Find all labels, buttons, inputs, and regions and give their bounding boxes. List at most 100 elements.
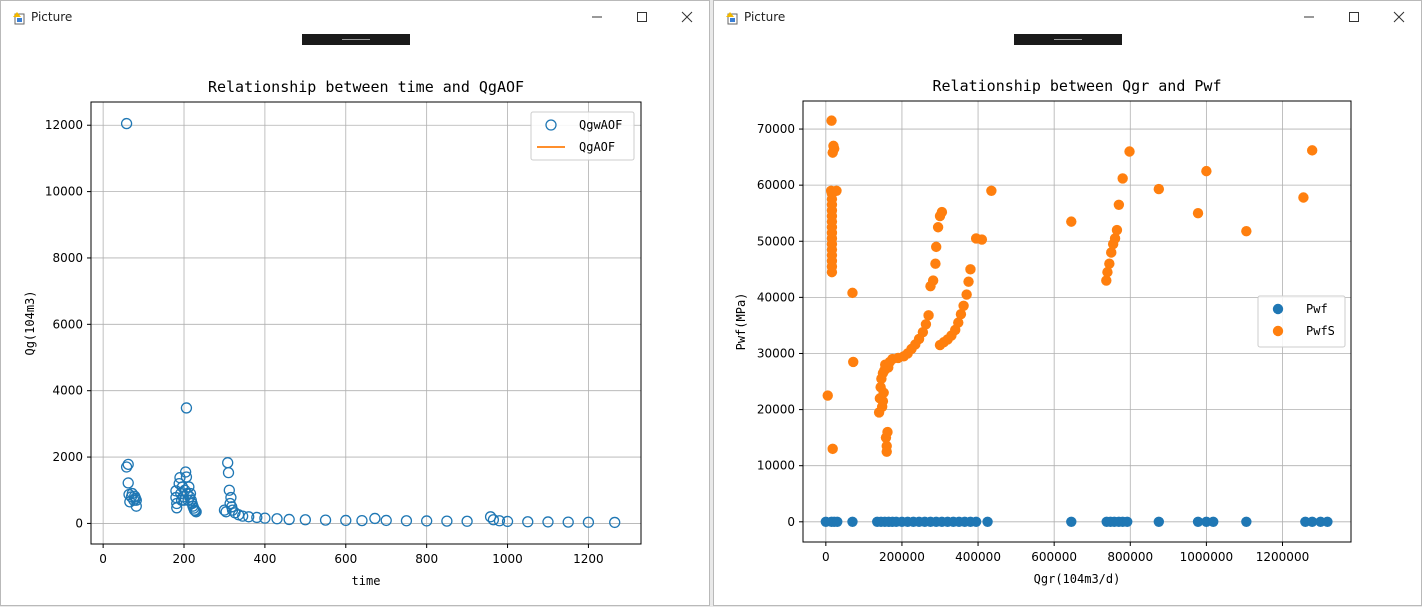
y-tick-label: 40000 bbox=[757, 290, 795, 304]
data-point bbox=[179, 466, 192, 478]
data-point bbox=[251, 511, 263, 524]
x-tick-label: 400000 bbox=[955, 550, 1001, 564]
app-icon bbox=[726, 12, 738, 25]
data-point bbox=[189, 505, 201, 517]
data-point bbox=[847, 516, 858, 528]
data-point bbox=[955, 309, 967, 320]
x-tick-label: 800000 bbox=[1107, 550, 1153, 564]
close-icon bbox=[1393, 11, 1405, 23]
data-point bbox=[1192, 516, 1204, 528]
data-point bbox=[1101, 275, 1112, 286]
data-point bbox=[180, 402, 193, 414]
y-tick-label: 12000 bbox=[45, 118, 83, 132]
app-icon bbox=[13, 12, 25, 25]
data-point bbox=[882, 426, 893, 438]
maximize-button[interactable] bbox=[1339, 5, 1369, 29]
x-tick-label: 200000 bbox=[879, 550, 925, 564]
data-point bbox=[609, 516, 621, 529]
legend-label: QgAOF bbox=[579, 140, 615, 154]
picture-window-right: Picture 0 200000 400000 600000 800000 1000000… bbox=[713, 0, 1422, 606]
x-tick-label: 600 bbox=[334, 552, 357, 566]
data-point bbox=[1208, 516, 1219, 528]
data-point bbox=[923, 310, 934, 321]
picture-window-left: Picture 0 200 400 600 800 1000 1200 0 2000 4000 60… bbox=[0, 0, 710, 606]
legend-label: QgwAOF bbox=[579, 118, 622, 132]
data-point bbox=[920, 319, 932, 330]
data-point bbox=[380, 514, 392, 527]
data-point bbox=[1306, 516, 1318, 528]
minimize-icon bbox=[592, 16, 602, 18]
data-point bbox=[986, 185, 997, 196]
data-point bbox=[1066, 516, 1077, 528]
data-point bbox=[930, 258, 941, 269]
data-point bbox=[122, 458, 134, 471]
y-tick-label: 10000 bbox=[757, 459, 795, 473]
data-point bbox=[1122, 516, 1133, 528]
y-tick-label: 0 bbox=[787, 515, 795, 529]
data-point bbox=[1111, 224, 1123, 236]
data-point bbox=[936, 206, 948, 218]
title-bar[interactable]: Picture bbox=[714, 1, 1421, 33]
data-point bbox=[1106, 247, 1117, 258]
minimize-button[interactable] bbox=[1294, 5, 1324, 29]
data-point bbox=[1241, 516, 1252, 528]
x-tick-label: 200 bbox=[173, 552, 196, 566]
minimize-button[interactable] bbox=[582, 5, 612, 29]
y-tick-label: 8000 bbox=[52, 251, 83, 265]
data-point bbox=[1201, 165, 1212, 177]
toolbar-grip[interactable] bbox=[1014, 34, 1122, 45]
data-point bbox=[522, 516, 534, 528]
x-axis-label: Qgr(104m3/d) bbox=[1034, 572, 1121, 586]
data-point bbox=[932, 222, 944, 233]
window-title: Picture bbox=[31, 10, 73, 24]
y-axis-label: Qg(104m3) bbox=[23, 290, 37, 355]
data-point bbox=[828, 140, 839, 152]
data-point bbox=[1066, 216, 1077, 227]
x-tick-label: 0 bbox=[822, 550, 830, 564]
data-point bbox=[421, 515, 433, 527]
y-tick-label: 70000 bbox=[757, 122, 795, 136]
x-axis-label: time bbox=[352, 574, 381, 588]
maximize-icon bbox=[1349, 12, 1359, 22]
data-point bbox=[356, 514, 368, 527]
data-point bbox=[877, 395, 889, 407]
data-point bbox=[181, 487, 193, 500]
data-point bbox=[958, 300, 969, 311]
title-bar[interactable]: Picture bbox=[1, 1, 709, 33]
data-point bbox=[340, 514, 352, 527]
data-point bbox=[223, 484, 235, 496]
close-button[interactable] bbox=[1384, 5, 1414, 29]
data-point bbox=[259, 512, 271, 524]
chart-title: Relationship between time and QgAOF bbox=[208, 78, 524, 96]
data-point bbox=[1306, 145, 1318, 156]
y-tick-label: 60000 bbox=[757, 178, 795, 192]
data-point bbox=[1117, 173, 1128, 184]
legend-box bbox=[1257, 295, 1346, 348]
data-point bbox=[190, 506, 202, 518]
x-tick-label: 1200 bbox=[573, 552, 604, 566]
y-tick-label: 2000 bbox=[52, 450, 83, 464]
chart-title: Relationship between Qgr and Pwf bbox=[933, 77, 1222, 95]
y-tick-label: 4000 bbox=[52, 384, 83, 398]
legend-label: PwfS bbox=[1306, 324, 1335, 338]
data-point bbox=[243, 511, 255, 523]
data-point bbox=[881, 446, 892, 457]
y-axis-label: Pwf(MPa) bbox=[734, 293, 748, 351]
x-tick-label: 1200000 bbox=[1256, 550, 1309, 564]
maximize-button[interactable] bbox=[627, 5, 657, 29]
data-point bbox=[493, 515, 506, 527]
y-tick-label: 30000 bbox=[757, 346, 795, 360]
data-point bbox=[461, 515, 473, 527]
close-button[interactable] bbox=[672, 5, 702, 29]
toolbar-grip[interactable] bbox=[302, 34, 410, 45]
maximize-icon bbox=[637, 12, 647, 22]
data-point bbox=[963, 276, 974, 287]
data-point bbox=[970, 516, 982, 528]
data-point bbox=[369, 512, 381, 525]
x-tick-label: 800 bbox=[415, 552, 438, 566]
data-point bbox=[501, 515, 514, 528]
data-point bbox=[1192, 208, 1204, 219]
x-tick-label: 600000 bbox=[1031, 550, 1077, 564]
x-tick-label: 0 bbox=[99, 552, 107, 566]
data-point bbox=[283, 513, 295, 526]
